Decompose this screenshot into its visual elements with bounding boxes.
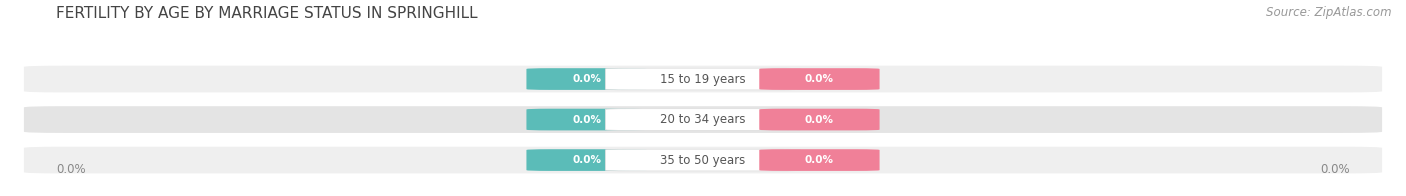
FancyBboxPatch shape bbox=[606, 109, 800, 130]
Text: 15 to 19 years: 15 to 19 years bbox=[661, 73, 745, 85]
Text: 20 to 34 years: 20 to 34 years bbox=[661, 113, 745, 126]
Text: 0.0%: 0.0% bbox=[572, 74, 602, 84]
Text: 35 to 50 years: 35 to 50 years bbox=[661, 154, 745, 167]
FancyBboxPatch shape bbox=[24, 66, 1382, 93]
Text: 0.0%: 0.0% bbox=[804, 74, 834, 84]
FancyBboxPatch shape bbox=[759, 68, 880, 90]
FancyBboxPatch shape bbox=[606, 68, 800, 90]
Text: 0.0%: 0.0% bbox=[804, 114, 834, 125]
Text: 0.0%: 0.0% bbox=[1320, 163, 1350, 176]
Text: 0.0%: 0.0% bbox=[572, 114, 602, 125]
Text: 0.0%: 0.0% bbox=[56, 163, 86, 176]
FancyBboxPatch shape bbox=[24, 106, 1382, 133]
FancyBboxPatch shape bbox=[606, 149, 800, 171]
Text: FERTILITY BY AGE BY MARRIAGE STATUS IN SPRINGHILL: FERTILITY BY AGE BY MARRIAGE STATUS IN S… bbox=[56, 6, 478, 21]
Text: 0.0%: 0.0% bbox=[572, 155, 602, 165]
FancyBboxPatch shape bbox=[24, 147, 1382, 173]
Text: 0.0%: 0.0% bbox=[804, 155, 834, 165]
FancyBboxPatch shape bbox=[526, 68, 647, 90]
FancyBboxPatch shape bbox=[759, 109, 880, 130]
FancyBboxPatch shape bbox=[759, 149, 880, 171]
FancyBboxPatch shape bbox=[526, 109, 647, 130]
Text: Source: ZipAtlas.com: Source: ZipAtlas.com bbox=[1267, 6, 1392, 19]
FancyBboxPatch shape bbox=[526, 149, 647, 171]
